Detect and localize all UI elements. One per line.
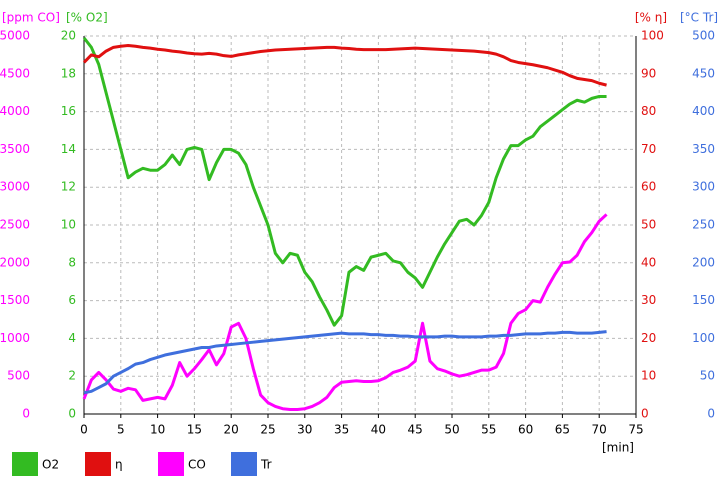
x-tick-label: 75 <box>628 423 643 437</box>
y-tick-label: 500 <box>7 369 30 383</box>
y4-tick-label: 150 <box>692 293 715 307</box>
y4-tick-label: 100 <box>692 331 715 345</box>
x-tick-label: 55 <box>481 423 496 437</box>
y3-tick-label: 90 <box>641 66 656 80</box>
x-tick-label: 45 <box>408 423 423 437</box>
legend-swatch <box>158 452 184 476</box>
y4-tick-label: 250 <box>692 218 715 232</box>
y3-tick-label: 60 <box>641 180 656 194</box>
y2-tick-label: 8 <box>68 255 76 269</box>
y2-tick-label: 4 <box>68 331 76 345</box>
y3-tick-label: 20 <box>641 331 656 345</box>
y-tick-label: 1000 <box>0 331 30 345</box>
y2-tick-label: 6 <box>68 293 76 307</box>
series-line <box>82 36 607 327</box>
y-tick-label: 1500 <box>0 293 30 307</box>
y2-tick-label: 20 <box>61 29 76 43</box>
legend-swatch <box>12 452 38 476</box>
y-tick-label: 3500 <box>0 142 30 156</box>
y3-tick-label: 50 <box>641 218 656 232</box>
series-line <box>83 330 607 395</box>
legend-swatch <box>85 452 111 476</box>
y3-tick-label: 40 <box>641 255 656 269</box>
x-tick-label: 50 <box>444 423 459 437</box>
y-tick-label: 4000 <box>0 104 30 118</box>
y2-axis-label: [% O2] <box>66 11 108 25</box>
x-tick-label: 20 <box>224 423 239 437</box>
y4-tick-label: 50 <box>700 369 715 383</box>
y-tick-label: 3000 <box>0 180 30 194</box>
legend-label: O2 <box>42 458 59 472</box>
x-tick-label: 65 <box>555 423 570 437</box>
y4-tick-label: 300 <box>692 180 715 194</box>
y2-tick-label: 14 <box>61 142 76 156</box>
x-tick-label: 25 <box>260 423 275 437</box>
y-tick-label: 4500 <box>0 66 30 80</box>
y4-tick-label: 200 <box>692 255 715 269</box>
y3-tick-label: 0 <box>641 407 649 421</box>
y4-tick-label: 350 <box>692 142 715 156</box>
x-tick-label: 70 <box>592 423 607 437</box>
x-tick-label: 30 <box>297 423 312 437</box>
y3-tick-label: 10 <box>641 369 656 383</box>
y4-tick-label: 400 <box>692 104 715 118</box>
x-tick-label: 35 <box>334 423 349 437</box>
y4-tick-label: 450 <box>692 66 715 80</box>
y2-tick-label: 10 <box>61 218 76 232</box>
series-line <box>82 43 607 87</box>
y-tick-label: 0 <box>22 407 30 421</box>
y3-tick-label: 30 <box>641 293 656 307</box>
legend-swatch <box>231 452 257 476</box>
x-tick-label: 60 <box>518 423 533 437</box>
x-tick-label: 10 <box>150 423 165 437</box>
y4-axis-label: [°C Tr] <box>680 11 718 25</box>
x-axis-label: [min] <box>602 441 634 455</box>
legend-label: η <box>115 458 123 472</box>
y4-tick-label: 0 <box>707 407 715 421</box>
y2-tick-label: 12 <box>61 180 76 194</box>
y2-tick-label: 0 <box>68 407 76 421</box>
legend-label: CO <box>188 458 206 472</box>
y2-tick-label: 2 <box>68 369 76 383</box>
y-tick-label: 2500 <box>0 218 30 232</box>
series-line <box>82 213 608 411</box>
y2-tick-label: 18 <box>61 66 76 80</box>
x-tick-label: 5 <box>117 423 125 437</box>
y3-axis-label: [% η] <box>635 11 667 25</box>
y3-tick-label: 100 <box>641 29 664 43</box>
y3-tick-label: 80 <box>641 104 656 118</box>
y2-tick-label: 16 <box>61 104 76 118</box>
x-tick-label: 40 <box>371 423 386 437</box>
y-tick-label: 2000 <box>0 255 30 269</box>
y3-tick-label: 70 <box>641 142 656 156</box>
legend-label: Tr <box>260 458 272 472</box>
x-tick-label: 0 <box>80 423 88 437</box>
y-axis-label: [ppm CO] <box>2 11 60 25</box>
y4-tick-label: 500 <box>692 29 715 43</box>
y-tick-label: 5000 <box>0 29 30 43</box>
x-tick-label: 15 <box>187 423 202 437</box>
